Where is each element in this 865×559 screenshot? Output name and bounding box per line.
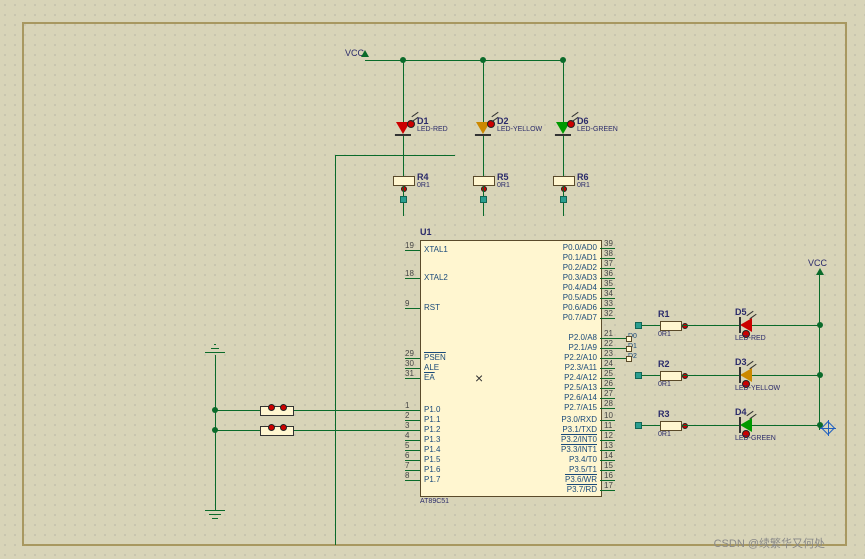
pin-P3.1/TXD: P3.1/TXD — [545, 425, 597, 434]
pin-P2.1/A9: P2.1/A9 — [545, 343, 597, 352]
pin-P2.6/A14: P2.6/A14 — [545, 393, 597, 402]
pin-P0.4/AD4: P0.4/AD4 — [545, 283, 597, 292]
watermark: CSDN @续繁华又何处 — [714, 535, 825, 551]
pin-P1.3: P1.3 — [424, 435, 440, 444]
pin-P2.4/A12: P2.4/A12 — [545, 373, 597, 382]
pin-XTAL1: XTAL1 — [424, 245, 448, 254]
wire-frame-top — [335, 155, 336, 545]
vcc-right-arrow — [816, 268, 824, 275]
wire-frame-top-h — [335, 155, 455, 156]
pin-P0.1/AD1: P0.1/AD1 — [545, 253, 597, 262]
pin-EA: EA — [424, 373, 435, 382]
chip-part: AT89C51 — [420, 498, 449, 505]
pin-P3.3/INT1: P3.3/INT1 — [545, 445, 597, 454]
wire-vcc-right-v — [819, 275, 820, 430]
pin-P3.4/T0: P3.4/T0 — [545, 455, 597, 464]
pin-P3.2/INT0: P3.2/INT0 — [545, 435, 597, 444]
wire-gnd2c — [214, 344, 216, 345]
wire-gnd2a — [205, 352, 225, 353]
pin-P3.5/T1: P3.5/T1 — [545, 465, 597, 474]
pin-P2.5/A13: P2.5/A13 — [545, 383, 597, 392]
pin-PSEN: PSEN — [424, 353, 446, 362]
wire-gnd2b — [211, 348, 219, 349]
vcc-top-arrow — [361, 50, 369, 57]
pin-P2.0/A8: P2.0/A8 — [545, 333, 597, 342]
pin-P2.2/A10: P2.2/A10 — [545, 353, 597, 362]
wire-gnd-bar2 — [209, 514, 221, 515]
vcc-right-label: VCC — [808, 258, 827, 268]
pin-RST: RST — [424, 303, 440, 312]
pin-P0.3/AD3: P0.3/AD3 — [545, 273, 597, 282]
chip-ref: U1 — [420, 227, 432, 237]
pin-P1.2: P1.2 — [424, 425, 440, 434]
wire-vcc-top-h — [365, 60, 565, 61]
pin-P1.6: P1.6 — [424, 465, 440, 474]
chip-x: × — [475, 370, 483, 386]
pin-XTAL2: XTAL2 — [424, 273, 448, 282]
pin-P0.2/AD2: P0.2/AD2 — [545, 263, 597, 272]
pin-P2.7/A15: P2.7/A15 — [545, 403, 597, 412]
pin-P2.3/A11: P2.3/A11 — [545, 363, 597, 372]
wire-gnd-bar3 — [212, 518, 218, 519]
pin-ALE: ALE — [424, 363, 439, 372]
pin-P1.7: P1.7 — [424, 475, 440, 484]
pin-P0.5/AD5: P0.5/AD5 — [545, 293, 597, 302]
pin-P3.6/WR: P3.6/WR — [545, 475, 597, 484]
pin-P0.7/AD7: P0.7/AD7 — [545, 313, 597, 322]
pin-P1.0: P1.0 — [424, 405, 440, 414]
pin-P3.7/RD: P3.7/RD — [545, 485, 597, 494]
pin-P3.0/RXD: P3.0/RXD — [545, 415, 597, 424]
pin-P0.6/AD6: P0.6/AD6 — [545, 303, 597, 312]
wire-gnd-bar — [205, 510, 225, 511]
pin-P1.5: P1.5 — [424, 455, 440, 464]
pin-P1.4: P1.4 — [424, 445, 440, 454]
pin-P0.0/AD0: P0.0/AD0 — [545, 243, 597, 252]
pin-P1.1: P1.1 — [424, 415, 440, 424]
